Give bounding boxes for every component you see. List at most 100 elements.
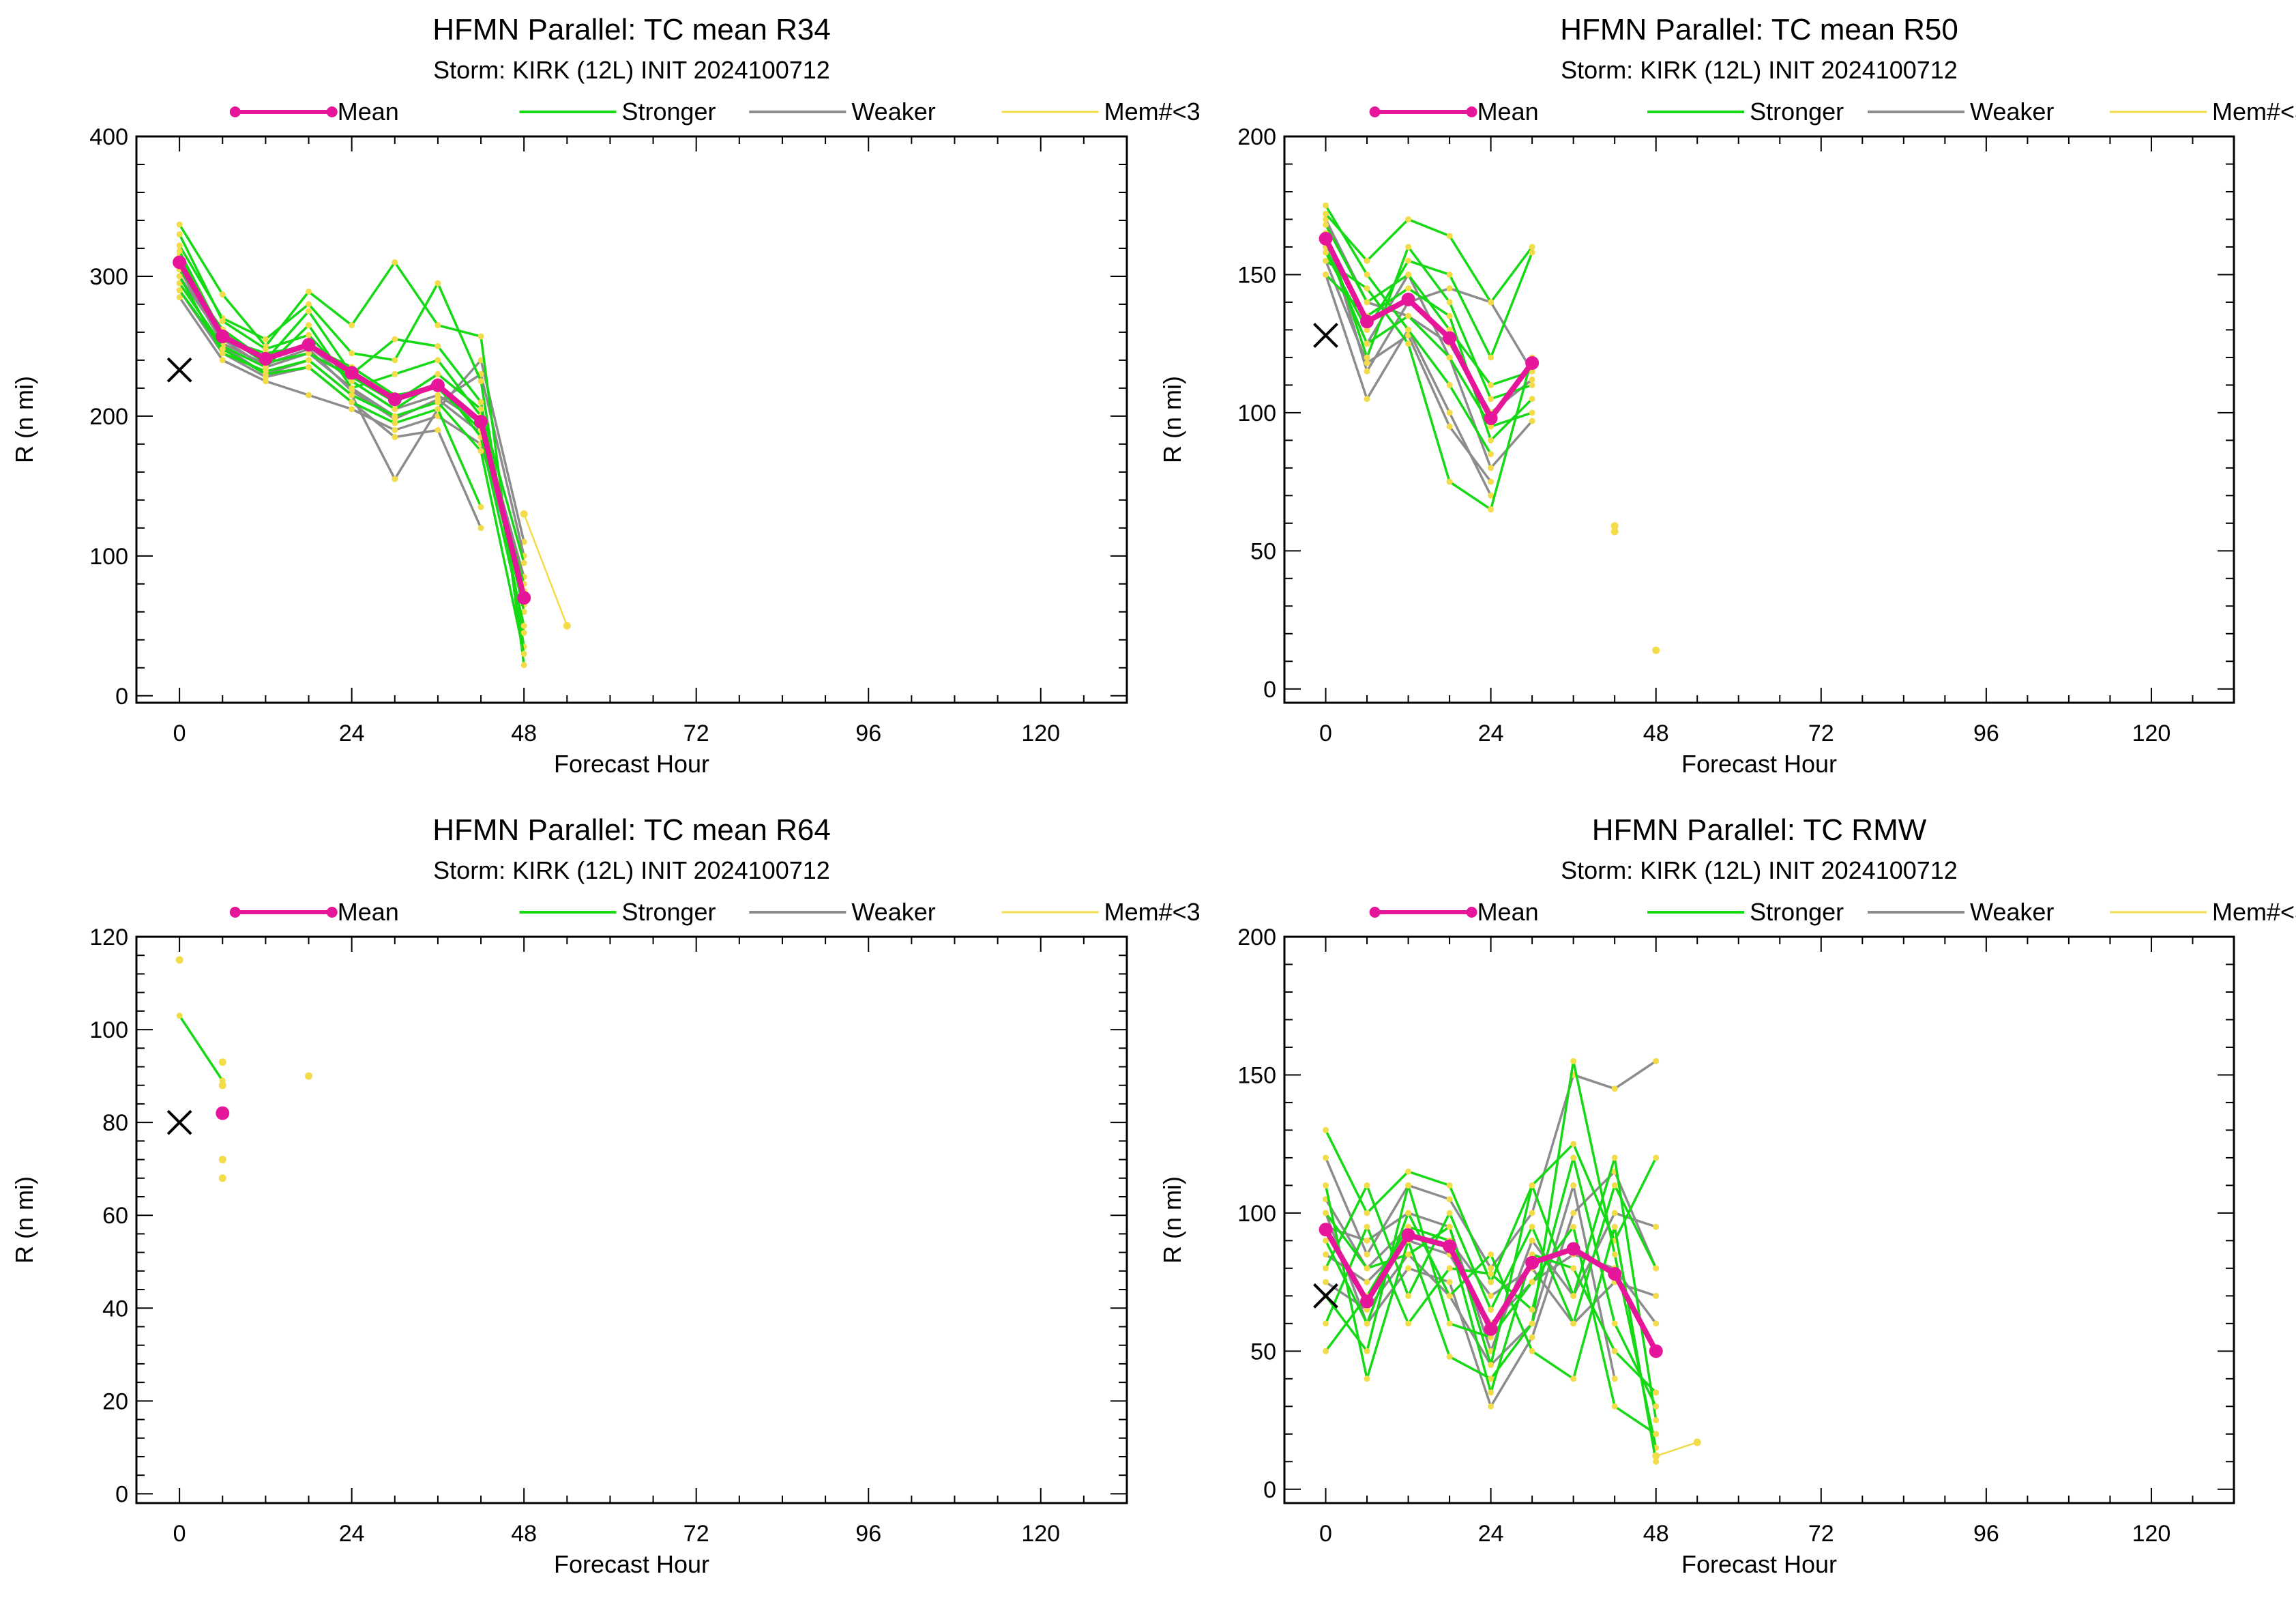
stronger-series-point xyxy=(1488,1307,1495,1313)
y-tick-label: 0 xyxy=(115,1481,128,1507)
few-members-series-point xyxy=(218,1058,226,1066)
stronger-series-point xyxy=(219,346,226,353)
mean-point xyxy=(301,338,316,352)
stronger-series-point xyxy=(1405,244,1412,250)
stronger-series-point xyxy=(477,398,484,405)
stronger-series-point xyxy=(1446,312,1453,319)
weaker-series-point xyxy=(1653,1320,1660,1327)
legend-marker-mean xyxy=(1369,106,1381,117)
x-tick-label: 0 xyxy=(1319,1521,1332,1547)
legend-marker-mean xyxy=(326,106,338,117)
x-tick-label: 96 xyxy=(1973,1521,1999,1547)
weaker-series-point xyxy=(176,294,183,301)
stronger-series-point xyxy=(1323,1348,1329,1354)
weaker-series-point xyxy=(1446,409,1453,416)
mean-line xyxy=(1323,237,1535,421)
stronger-series-point xyxy=(1488,1362,1495,1369)
stronger-series-point xyxy=(1405,257,1412,264)
x-tick-label: 48 xyxy=(1643,720,1669,746)
stronger-series-line xyxy=(178,282,525,613)
weaker-series-point xyxy=(1611,1210,1618,1217)
stronger-series-point xyxy=(1446,271,1453,278)
stronger-series-point xyxy=(1611,1348,1618,1354)
stronger-series-point xyxy=(1323,1237,1329,1244)
plot-frame xyxy=(135,935,1128,1504)
stronger-series-point xyxy=(1611,1154,1618,1161)
mean-point xyxy=(1443,1239,1457,1253)
stronger-series-point xyxy=(392,259,398,265)
weaker-series-point xyxy=(392,426,398,433)
stronger-series-point xyxy=(520,559,527,566)
stronger-series-point xyxy=(1446,381,1453,388)
x-tick-label: 0 xyxy=(173,1521,186,1547)
stronger-series-point xyxy=(1364,1223,1370,1230)
stronger-series-point xyxy=(1570,1154,1577,1161)
stronger-series-point xyxy=(435,370,441,377)
x-tick-label: 72 xyxy=(1808,1521,1834,1547)
stronger-series-point xyxy=(1446,1292,1453,1299)
y-tick-label: 300 xyxy=(89,264,128,290)
stronger-series-point xyxy=(306,322,312,329)
legend-label-mean: Mean xyxy=(1477,98,1539,126)
stronger-series-point xyxy=(349,350,355,357)
y-tick-label: 40 xyxy=(102,1296,128,1322)
weaker-series-point xyxy=(1653,1292,1660,1299)
mean-point xyxy=(1566,1242,1580,1256)
mean-point xyxy=(387,392,402,407)
stronger-series-point xyxy=(1364,285,1370,292)
stronger-series-point xyxy=(176,248,183,254)
stronger-series-point xyxy=(1653,1417,1660,1424)
stronger-series-point xyxy=(520,630,527,637)
y-tick-label: 50 xyxy=(1250,1339,1276,1365)
stronger-series-point xyxy=(1529,1182,1535,1189)
stronger-series-point xyxy=(1323,210,1329,217)
stronger-series-point xyxy=(1364,340,1370,347)
stronger-series-point xyxy=(1446,1320,1453,1327)
stronger-series-point xyxy=(176,242,183,249)
weaker-series-point xyxy=(1446,1279,1453,1285)
mean-point xyxy=(344,366,359,380)
few-members-series-line xyxy=(523,513,568,626)
stronger-series-point xyxy=(1529,244,1535,250)
y-tick-label: 120 xyxy=(89,924,128,950)
stronger-series-point xyxy=(349,378,355,385)
legend-label-few_members: Mem#<3 xyxy=(1104,898,1201,926)
stronger-series-line xyxy=(178,1015,224,1081)
legend-marker-mean xyxy=(326,907,338,918)
stronger-series-line xyxy=(178,289,482,508)
weaker-series-point xyxy=(1446,285,1453,292)
y-tick-label: 400 xyxy=(89,124,128,150)
stronger-series-point xyxy=(1529,409,1535,416)
x-axis-label: Forecast Hour xyxy=(554,1550,709,1578)
stronger-series-line xyxy=(1324,233,1533,400)
stronger-series-point xyxy=(477,378,484,385)
stronger-series-point xyxy=(477,333,484,340)
stronger-series-point xyxy=(1364,1348,1370,1354)
x-tick-label: 72 xyxy=(1808,720,1834,746)
x-tick-label: 0 xyxy=(1319,720,1332,746)
y-axis-label: R (n mi) xyxy=(10,376,38,463)
x-tick-label: 72 xyxy=(683,720,709,746)
y-tick-label: 0 xyxy=(1263,1477,1276,1503)
stronger-series-point xyxy=(392,413,398,420)
stronger-series-point xyxy=(1405,1292,1412,1299)
panel-r34: HFMN Parallel: TC mean R34 Storm: KIRK (1… xyxy=(10,13,1201,778)
mean-point xyxy=(216,1106,230,1120)
legend-label-mean: Mean xyxy=(338,98,399,126)
legend-label-mean: Mean xyxy=(338,898,399,926)
mean-point xyxy=(1484,411,1498,425)
weaker-series-point xyxy=(1611,1375,1618,1382)
stronger-series-line xyxy=(1325,213,1533,304)
stronger-series-point xyxy=(1405,1182,1412,1189)
chart-title: HFMN Parallel: TC mean R34 xyxy=(432,13,831,46)
y-tick-label: 100 xyxy=(89,1017,128,1043)
weaker-series-point xyxy=(1488,1292,1495,1299)
x-tick-label: 24 xyxy=(1478,1521,1504,1547)
x-tick-label: 96 xyxy=(855,720,881,746)
few-members-series-line xyxy=(1655,1441,1698,1457)
x-tick-label: 0 xyxy=(173,720,186,746)
stronger-series-point xyxy=(1405,1223,1412,1230)
stronger-series-point xyxy=(435,357,441,364)
x-tick-label: 48 xyxy=(511,720,537,746)
